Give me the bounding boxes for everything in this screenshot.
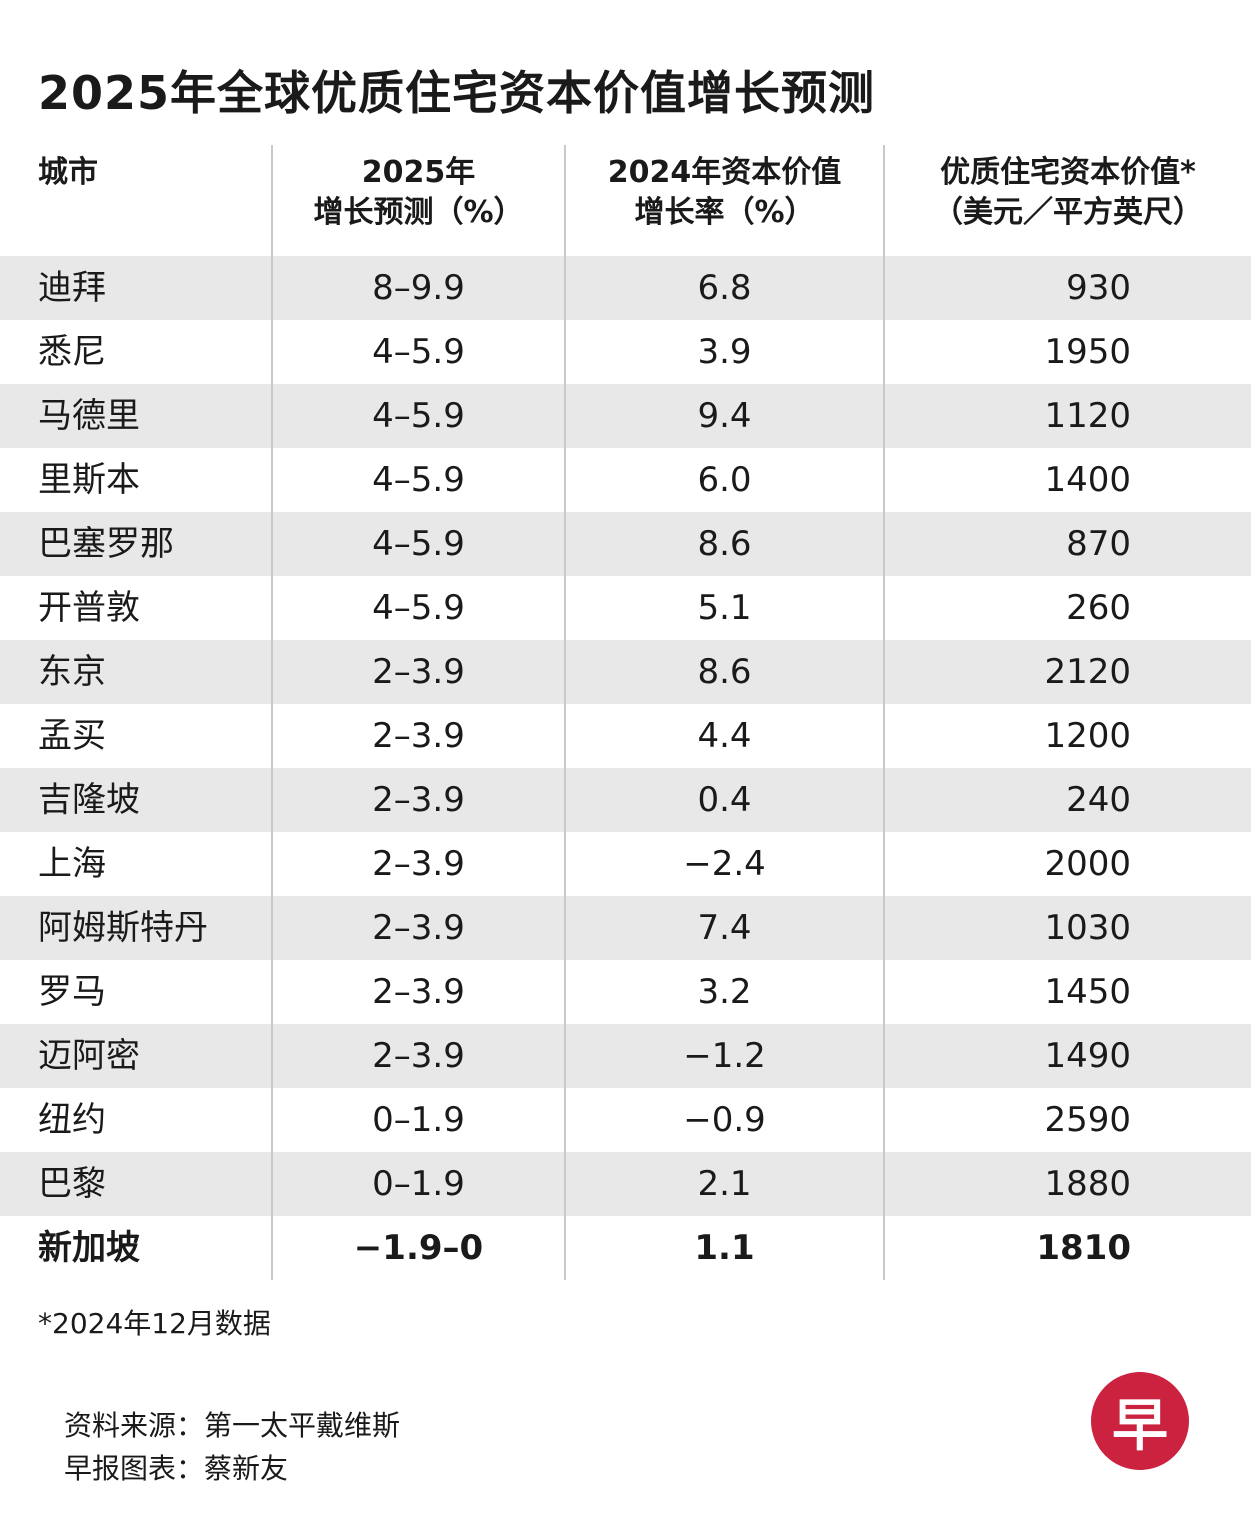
cell-growth-2024: −1.2 (564, 1023, 884, 1088)
cell-growth-2024: 4.4 (564, 703, 884, 768)
cell-forecast-2025: 0–1.9 (271, 1087, 565, 1152)
cell-forecast-2025: 2–3.9 (271, 703, 565, 768)
cell-forecast-2025: 4–5.9 (271, 511, 565, 576)
cell-value: 1200 (883, 703, 1251, 768)
cell-city: 上海 (38, 843, 106, 884)
table-row: 东京 2–3.9 8.6 2120 (0, 639, 1251, 704)
cell-forecast-2025: 2–3.9 (271, 639, 565, 704)
table-row: 阿姆斯特丹 2–3.9 7.4 1030 (0, 895, 1251, 960)
cell-city: 孟买 (38, 715, 106, 756)
cell-growth-2024: 9.4 (564, 383, 884, 448)
cell-forecast-2025: 4–5.9 (271, 575, 565, 640)
cell-forecast-2025: 8–9.9 (271, 255, 565, 320)
col-header-forecast-2025: 2025年 增长预测（%） (271, 144, 565, 256)
table-row: 马德里 4–5.9 9.4 1120 (0, 383, 1251, 448)
cell-city: 迈阿密 (38, 1035, 140, 1076)
cell-growth-2024: 7.4 (564, 895, 884, 960)
table-row: 上海 2–3.9 −2.4 2000 (0, 831, 1251, 896)
table-row: 开普敦 4–5.9 5.1 260 (0, 575, 1251, 640)
cell-value: 240 (883, 767, 1251, 832)
cell-city: 东京 (38, 651, 106, 692)
cell-value: 1490 (883, 1023, 1251, 1088)
col-header-city: 城市 (0, 144, 272, 256)
cell-value: 1450 (883, 959, 1251, 1024)
table-row-singapore: 新加坡 −1.9–0 1.1 1810 (0, 1215, 1251, 1280)
cell-value: 1810 (883, 1215, 1251, 1280)
cell-growth-2024: −2.4 (564, 831, 884, 896)
cell-growth-2024: 5.1 (564, 575, 884, 640)
cell-forecast-2025: 4–5.9 (271, 319, 565, 384)
cell-value: 260 (883, 575, 1251, 640)
cell-value: 2000 (883, 831, 1251, 896)
source-line: 资料来源：第一太平戴维斯 (64, 1408, 401, 1442)
cell-value: 1120 (883, 383, 1251, 448)
cell-city: 里斯本 (38, 459, 140, 500)
cell-forecast-2025: 2–3.9 (271, 831, 565, 896)
table-row: 迈阿密 2–3.9 −1.2 1490 (0, 1023, 1251, 1088)
table-row: 孟买 2–3.9 4.4 1200 (0, 703, 1251, 768)
cell-forecast-2025: 2–3.9 (271, 1023, 565, 1088)
page-title: 2025年全球优质住宅资本价值增长预测 (38, 66, 876, 120)
cell-forecast-2025: 2–3.9 (271, 767, 565, 832)
cell-city: 迪拜 (38, 267, 106, 308)
cell-city: 巴黎 (38, 1163, 106, 1204)
cell-value: 1400 (883, 447, 1251, 512)
cell-city: 马德里 (38, 395, 140, 436)
cell-forecast-2025: 2–3.9 (271, 959, 565, 1024)
cell-growth-2024: −0.9 (564, 1087, 884, 1152)
table-row: 悉尼 4–5.9 3.9 1950 (0, 319, 1251, 384)
cell-value: 1030 (883, 895, 1251, 960)
cell-city: 悉尼 (38, 331, 106, 372)
cell-growth-2024: 1.1 (564, 1215, 884, 1280)
cell-growth-2024: 2.1 (564, 1151, 884, 1216)
table-row: 里斯本 4–5.9 6.0 1400 (0, 447, 1251, 512)
header-row: 城市 2025年 增长预测（%） 2024年资本价值 增长率（%） 优质住宅资本… (0, 144, 1251, 256)
zaobao-logo-character: 早 (1112, 1393, 1168, 1459)
cell-value: 1950 (883, 319, 1251, 384)
cell-city: 罗马 (38, 971, 106, 1012)
table-row: 巴塞罗那 4–5.9 8.6 870 (0, 511, 1251, 576)
cell-value: 870 (883, 511, 1251, 576)
cell-growth-2024: 3.9 (564, 319, 884, 384)
cell-growth-2024: 0.4 (564, 767, 884, 832)
table-body: 迪拜 8–9.9 6.8 930 悉尼 4–5.9 3.9 1950 马德里 4… (0, 255, 1251, 1280)
zaobao-logo: 早 (1091, 1372, 1189, 1470)
cell-growth-2024: 6.8 (564, 255, 884, 320)
table-row: 巴黎 0–1.9 2.1 1880 (0, 1151, 1251, 1216)
cell-forecast-2025: −1.9–0 (271, 1215, 565, 1280)
cell-city: 阿姆斯特丹 (38, 907, 208, 948)
col-header-value: 优质住宅资本价值* （美元／平方英尺） (883, 144, 1251, 256)
cell-city: 开普敦 (38, 587, 140, 628)
cell-growth-2024: 6.0 (564, 447, 884, 512)
cell-city: 新加坡 (38, 1227, 140, 1268)
forecast-table: 城市 2025年 增长预测（%） 2024年资本价值 增长率（%） 优质住宅资本… (0, 144, 1251, 1280)
cell-forecast-2025: 4–5.9 (271, 447, 565, 512)
cell-forecast-2025: 4–5.9 (271, 383, 565, 448)
cell-value: 1880 (883, 1151, 1251, 1216)
cell-city: 吉隆坡 (38, 779, 140, 820)
cell-growth-2024: 3.2 (564, 959, 884, 1024)
cell-value: 930 (883, 255, 1251, 320)
cell-city: 纽约 (38, 1099, 106, 1140)
footnote: *2024年12月数据 (38, 1306, 271, 1340)
cell-value: 2120 (883, 639, 1251, 704)
table-row: 罗马 2–3.9 3.2 1450 (0, 959, 1251, 1024)
cell-value: 2590 (883, 1087, 1251, 1152)
table-row: 迪拜 8–9.9 6.8 930 (0, 255, 1251, 320)
table-row: 吉隆坡 2–3.9 0.4 240 (0, 767, 1251, 832)
col-header-growth-2024: 2024年资本价值 增长率（%） (564, 144, 884, 256)
cell-growth-2024: 8.6 (564, 511, 884, 576)
cell-growth-2024: 8.6 (564, 639, 884, 704)
table-row: 纽约 0–1.9 −0.9 2590 (0, 1087, 1251, 1152)
credit-line: 早报图表：蔡新友 (64, 1451, 289, 1485)
credits-block: 资料来源：第一太平戴维斯 早报图表：蔡新友 (0, 1342, 1251, 1491)
cell-city: 巴塞罗那 (38, 523, 174, 564)
cell-forecast-2025: 0–1.9 (271, 1151, 565, 1216)
table-header: 城市 2025年 增长预测（%） 2024年资本价值 增长率（%） 优质住宅资本… (0, 144, 1251, 256)
cell-forecast-2025: 2–3.9 (271, 895, 565, 960)
